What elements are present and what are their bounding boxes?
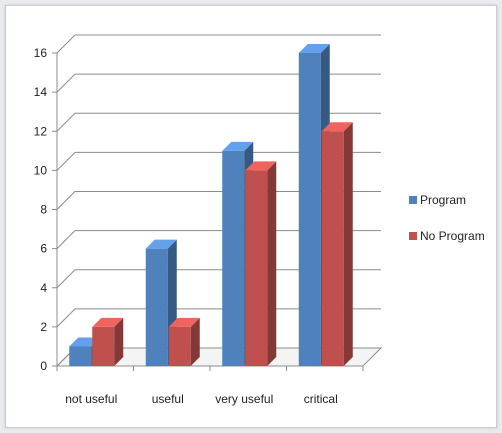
- bar-front: [245, 170, 268, 366]
- bars: [69, 44, 353, 366]
- gridline: [56, 73, 381, 93]
- y-tick-label: 16: [34, 46, 48, 60]
- bar-front: [298, 53, 321, 366]
- x-tick-label: critical: [304, 392, 338, 406]
- legend-label: Program: [420, 193, 466, 207]
- legend-swatch: [409, 196, 417, 204]
- bar-front: [145, 248, 168, 366]
- gridline: [56, 151, 381, 171]
- bar-top: [145, 239, 177, 249]
- x-tick-label: very useful: [215, 392, 273, 406]
- gridline: [56, 269, 381, 289]
- y-tick-label: 0: [40, 359, 47, 373]
- bar-top: [245, 161, 277, 171]
- y-tick-label: 6: [40, 242, 47, 256]
- bar-side: [114, 317, 124, 366]
- x-tick-label: useful: [152, 392, 184, 406]
- legend-label: No Program: [420, 229, 485, 243]
- y-tick-label: 2: [40, 320, 47, 334]
- bar-front: [168, 326, 191, 366]
- gridline: [56, 112, 381, 132]
- bar-top: [298, 44, 330, 53]
- gridline: [56, 191, 381, 210]
- bar-front: [222, 150, 245, 366]
- y-tick-label: 8: [40, 203, 47, 217]
- legend-swatch: [409, 232, 417, 240]
- gridlines: [56, 34, 381, 367]
- bar-side: [190, 317, 200, 366]
- bar-top: [321, 122, 353, 132]
- bar-side: [343, 122, 353, 366]
- gridline: [56, 34, 381, 54]
- bar-top: [222, 141, 254, 151]
- bar-top: [92, 317, 124, 327]
- x-tick-label: not useful: [65, 392, 117, 406]
- y-axis: 0 2 4 6 8 10 12 14 16: [34, 46, 57, 373]
- y-tick-label: 12: [34, 124, 48, 138]
- bar-front: [92, 326, 115, 366]
- bar-front: [69, 346, 92, 366]
- y-tick-label: 14: [34, 85, 48, 99]
- bar-top: [168, 317, 200, 327]
- bar-no-program: [92, 317, 124, 366]
- gridline: [56, 308, 381, 328]
- y-tick-label: 4: [40, 281, 47, 295]
- legend: Program No Program: [409, 193, 485, 243]
- gridline: [56, 230, 381, 249]
- bar-side: [267, 161, 277, 366]
- bar-no-program: [321, 122, 353, 366]
- bar-no-program: [245, 161, 277, 366]
- bar-front: [321, 131, 344, 366]
- bar-no-program: [168, 317, 200, 366]
- y-tick-label: 10: [34, 163, 48, 177]
- x-axis: not useful useful very useful critical: [56, 366, 364, 406]
